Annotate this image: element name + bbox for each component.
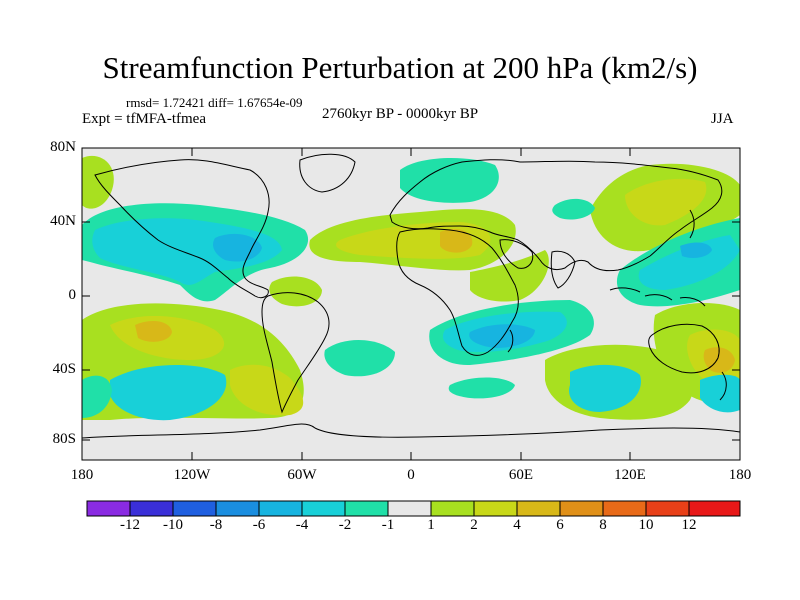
axis-ticks <box>81 147 741 460</box>
field-blob-north-america-blue <box>213 233 262 262</box>
field-blob-southern-indian-cyan <box>569 364 641 412</box>
field-blob-west-pacific-blue <box>680 242 712 258</box>
colorbar-box-4 <box>215 500 260 517</box>
field-blob-south-indian-blue <box>469 324 535 348</box>
x-label-0: 0 <box>407 467 415 483</box>
colorbar-label: -6 <box>252 517 266 533</box>
field-blob-egypt-core <box>440 228 473 253</box>
x-label-120w: 120W <box>173 467 211 483</box>
colorbar-box-1 <box>86 500 131 517</box>
coast-madagascar <box>507 329 514 353</box>
colorbar-label: 10 <box>638 517 654 533</box>
field-blob-south-pacific-orange <box>135 320 172 342</box>
experiment-label: Expt = tfMFA-tfmea <box>82 111 206 127</box>
y-label-80n: 80N <box>50 139 76 155</box>
coast-japan <box>689 209 695 239</box>
field-blob-arctic-siberia <box>552 198 595 220</box>
field-blob-south-america-south <box>230 364 304 416</box>
colorbar-box-5 <box>258 500 303 517</box>
field-blob-south-atlantic-green <box>448 377 515 399</box>
y-label-40s: 40S <box>52 361 76 377</box>
coast-south-america <box>261 292 330 414</box>
colorbar-label: -2 <box>338 517 352 533</box>
colorbar-box-2 <box>129 500 174 517</box>
coast-new-zealand <box>719 371 727 401</box>
field-blob-southern-atlantic <box>324 340 395 377</box>
field-blob-east-pacific-eq <box>269 276 322 307</box>
field-blob-arabia <box>470 250 549 302</box>
field-layer <box>82 148 740 460</box>
x-label-60w: 60W <box>287 467 317 483</box>
colorbar-box-10 <box>473 500 518 517</box>
stats-text: rmsd= 1.72421 diff= 1.67654e-09 <box>126 95 303 110</box>
coast-australia <box>648 323 720 374</box>
colorbar-box-9 <box>430 500 475 517</box>
colorbar-box-15 <box>688 500 741 517</box>
field-blob-west-pacific-cyan <box>638 235 740 290</box>
period-label: 2760kyr BP - 0000kyr BP <box>322 106 479 122</box>
field-blob-central-asia-core <box>625 178 707 226</box>
x-label-180w: 180 <box>70 467 94 483</box>
x-label-180e: 180 <box>728 467 752 483</box>
coast-indonesia <box>609 287 706 307</box>
colorbar-label: -12 <box>120 517 140 533</box>
field-blob-south-central-pacific <box>82 375 112 418</box>
coast-india <box>550 250 576 289</box>
colorbar-box-7 <box>344 500 389 517</box>
y-label-0: 0 <box>68 287 77 303</box>
x-label-120e: 120E <box>614 467 646 483</box>
coast-arabia <box>499 239 534 269</box>
coast-greenland <box>299 153 356 193</box>
coastline-layer <box>82 153 740 439</box>
season-label: JJA <box>711 111 734 127</box>
colorbar-box-14 <box>645 500 690 517</box>
coast-africa <box>396 228 519 356</box>
coast-antarctica <box>82 423 740 439</box>
plot-title: Streamfunction Perturbation at 200 hPa (… <box>102 50 698 85</box>
colorbar-label: 4 <box>513 517 521 533</box>
colorbar-label: -10 <box>163 517 183 533</box>
field-blob-southern-pacific-cyan <box>110 364 227 421</box>
colorbar-label: 2 <box>470 517 478 533</box>
colorbar-label: 6 <box>556 517 564 533</box>
colorbar-box-11 <box>516 500 561 517</box>
y-label-40n: 40N <box>50 213 76 229</box>
colorbar-label: -1 <box>381 517 395 533</box>
coast-north-america <box>94 159 270 299</box>
field-blob-scandinavia <box>400 158 499 203</box>
field-blob-tasman <box>700 374 740 413</box>
colorbar-box-8 <box>387 500 432 517</box>
colorbar-label: -4 <box>295 517 309 533</box>
colorbar-box-3 <box>172 500 217 517</box>
coast-europe-asia <box>389 159 723 272</box>
colorbar-label: -8 <box>209 517 223 533</box>
colorbar-label: 12 <box>681 517 697 533</box>
colorbar-label: 8 <box>599 517 607 533</box>
colorbar-box-13 <box>602 500 647 517</box>
colorbar-box-6 <box>301 500 346 517</box>
colorbar <box>86 500 741 517</box>
colorbar-box-12 <box>559 500 604 517</box>
field-blob-north-pacific <box>82 155 114 209</box>
x-label-60e: 60E <box>508 467 534 483</box>
y-label-80s: 80S <box>52 431 76 447</box>
colorbar-label: 1 <box>427 517 435 533</box>
